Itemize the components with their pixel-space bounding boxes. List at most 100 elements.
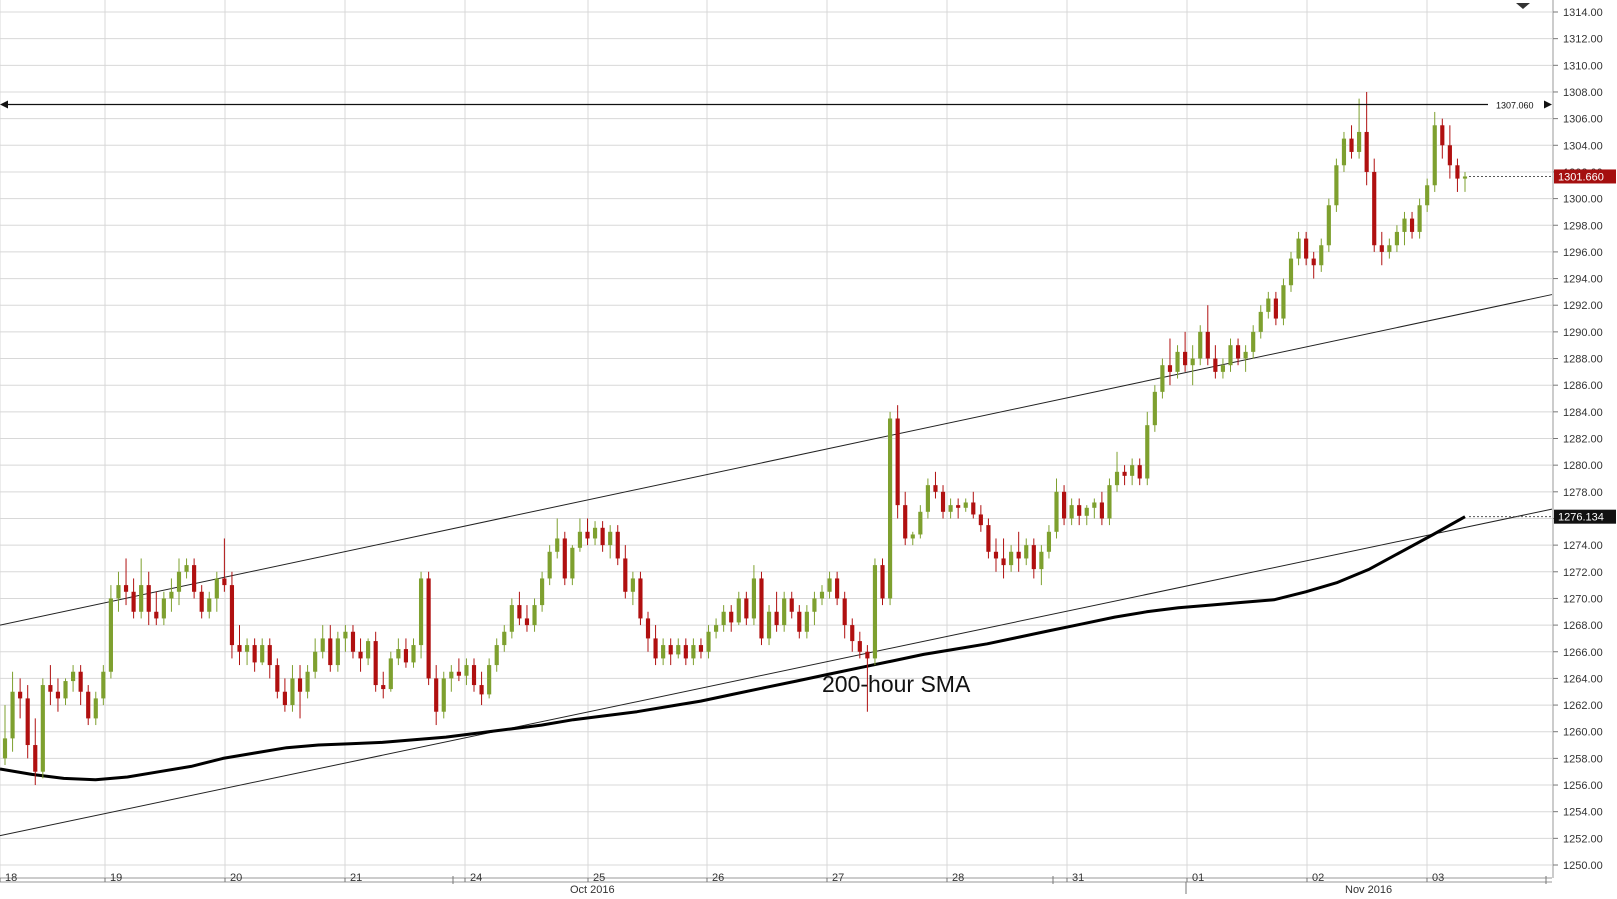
candle-body: [139, 585, 144, 612]
arrow-left-icon: [0, 100, 8, 109]
candle-body: [1220, 365, 1226, 372]
candle-body: [910, 534, 915, 539]
candle-body: [169, 591, 174, 599]
candle-body: [1198, 331, 1203, 359]
candle-body: [1432, 125, 1437, 186]
candle-body: [237, 645, 242, 652]
candle-body: [850, 625, 855, 642]
candle-body: [229, 585, 235, 646]
x-month-label: Oct 2016: [570, 884, 615, 894]
candle-body: [819, 591, 825, 599]
candle-body: [555, 538, 560, 552]
candle-body: [1039, 551, 1044, 570]
y-tick-label: 1264.00: [1563, 673, 1603, 685]
candle-body: [887, 418, 893, 599]
candle-body: [343, 631, 348, 639]
candle-body: [1228, 345, 1233, 366]
candle-body: [313, 651, 318, 672]
x-day-label: 02: [1312, 872, 1324, 884]
candle-body: [903, 505, 908, 539]
y-tick-label: 1300.00: [1563, 194, 1603, 206]
y-tick-label: 1252.00: [1563, 833, 1603, 845]
candle-body: [986, 525, 991, 552]
candle-body: [1046, 531, 1052, 552]
candle-body: [161, 598, 166, 619]
candle-body: [1107, 485, 1112, 519]
candle-body: [381, 685, 386, 690]
candle-body: [403, 649, 409, 663]
candle-body: [630, 578, 635, 592]
candle-body: [736, 598, 741, 623]
candle-body: [1114, 471, 1120, 486]
price-axis[interactable]: 1314.00 1312.00 1310.00 1308.00 1306.00 1304.…: [1469, 0, 1616, 878]
candle-body: [479, 685, 484, 695]
candle-body: [1069, 505, 1074, 519]
resistance-label: 1307.060: [1496, 100, 1534, 110]
candle-body: [600, 527, 605, 546]
candle-body: [1447, 145, 1452, 166]
candle-body: [766, 611, 772, 639]
candle-body: [1213, 358, 1218, 372]
candle-body: [721, 611, 726, 626]
candle-body: [86, 691, 91, 719]
candle-body: [388, 658, 393, 690]
candle-body: [1243, 351, 1248, 359]
x-day-label: 25: [593, 872, 605, 884]
y-tick-label: 1268.00: [1563, 620, 1603, 632]
candle-body: [956, 505, 961, 508]
candle-body: [1009, 551, 1014, 566]
sma-value-tag: [1554, 509, 1616, 524]
candle-body: [244, 645, 250, 652]
current-price-label: 1301.660: [1558, 171, 1604, 183]
x-day-label: 20: [230, 872, 242, 884]
candle-body: [1099, 502, 1104, 519]
y-tick-label: 1292.00: [1563, 300, 1603, 312]
candle-body: [63, 681, 68, 699]
candle-body: [1024, 545, 1029, 559]
candle-body: [615, 531, 620, 559]
y-tick-label: 1262.00: [1563, 700, 1603, 712]
y-tick-label: 1308.00: [1563, 87, 1603, 99]
candle-body: [993, 551, 999, 559]
candle-body: [1372, 171, 1377, 246]
candle-body: [517, 605, 522, 619]
candle-body: [971, 502, 976, 515]
candle-body: [532, 605, 537, 626]
y-tick-label: 1298.00: [1563, 220, 1603, 232]
candle-body: [895, 418, 900, 506]
y-tick-label: 1256.00: [1563, 780, 1603, 792]
candle-body: [933, 485, 938, 492]
candle-body: [880, 565, 885, 599]
candle-body: [577, 531, 583, 548]
x-day-label: 03: [1432, 872, 1444, 884]
candle-body: [1205, 331, 1210, 359]
candle-body: [547, 551, 552, 579]
time-axis[interactable]: 18 19 20 21 24 25 26 27 28 31 01 02 03 Oct 2016 Nov 20…: [0, 872, 1617, 896]
candle-body: [729, 611, 734, 623]
candle-body: [1394, 231, 1399, 246]
candle-body: [418, 578, 424, 646]
candle-body: [176, 571, 182, 592]
candle-body: [1349, 138, 1354, 152]
candle-body: [524, 618, 530, 626]
candle-body: [48, 685, 53, 692]
y-tick-label: 1294.00: [1563, 274, 1603, 286]
y-tick-label: 1286.00: [1563, 380, 1603, 392]
candle-body: [1462, 176, 1468, 179]
y-tick-label: 1288.00: [1563, 354, 1603, 366]
x-month-label: Nov 2016: [1345, 884, 1392, 894]
candle-body: [774, 611, 779, 626]
candle-body: [396, 649, 401, 659]
candle-body: [759, 578, 764, 639]
candle-body: [1425, 185, 1430, 206]
candle-body: [1357, 131, 1362, 152]
candle-body: [502, 631, 507, 646]
candle-body: [1190, 358, 1195, 366]
x-day-label: 28: [952, 872, 964, 884]
collapse-chevron-icon[interactable]: [1516, 3, 1530, 9]
candle-body: [487, 665, 492, 695]
candle-body: [1409, 218, 1415, 232]
candle-body: [471, 665, 477, 686]
y-tick-label: 1304.00: [1563, 140, 1603, 152]
